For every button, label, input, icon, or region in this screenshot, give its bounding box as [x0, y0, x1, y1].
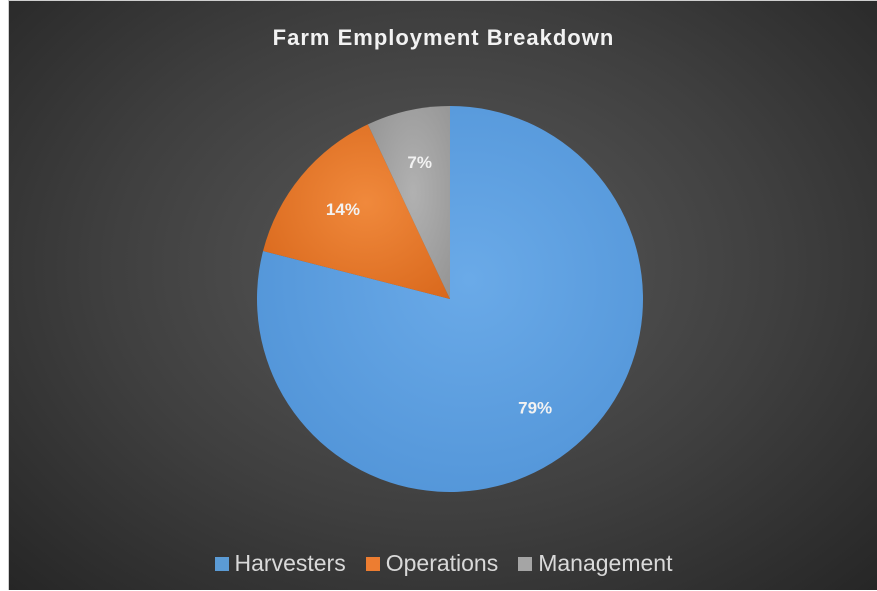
pie-slice-operations	[263, 124, 450, 299]
legend-swatch-management	[518, 556, 533, 571]
pie-slice-management	[367, 106, 450, 299]
data-label-harvesters: 79%	[518, 398, 552, 417]
pie-chart: 79% 14% 7%	[257, 106, 643, 492]
legend-item-management: Management	[518, 550, 672, 577]
data-label-management: 7%	[407, 153, 432, 172]
legend-label-harvesters: Harvesters	[234, 550, 346, 576]
pie-slices	[257, 106, 643, 492]
legend-item-operations: Operations	[365, 550, 499, 577]
data-label-operations: 14%	[326, 200, 360, 219]
chart-title: Farm Employment Breakdown	[272, 25, 615, 50]
chart-legend: Harvesters Operations Management	[9, 550, 877, 577]
legend-swatch-operations	[365, 556, 380, 571]
legend-swatch-harvesters	[214, 556, 229, 571]
legend-label-operations: Operations	[385, 550, 499, 576]
pie-data-labels: 79% 14% 7%	[326, 153, 552, 417]
chart-area: Farm Employment Breakdown 79% 14% 7% Harve…	[8, 0, 877, 590]
legend-label-management: Management	[538, 550, 673, 576]
legend-item-harvesters: Harvesters	[214, 550, 346, 577]
